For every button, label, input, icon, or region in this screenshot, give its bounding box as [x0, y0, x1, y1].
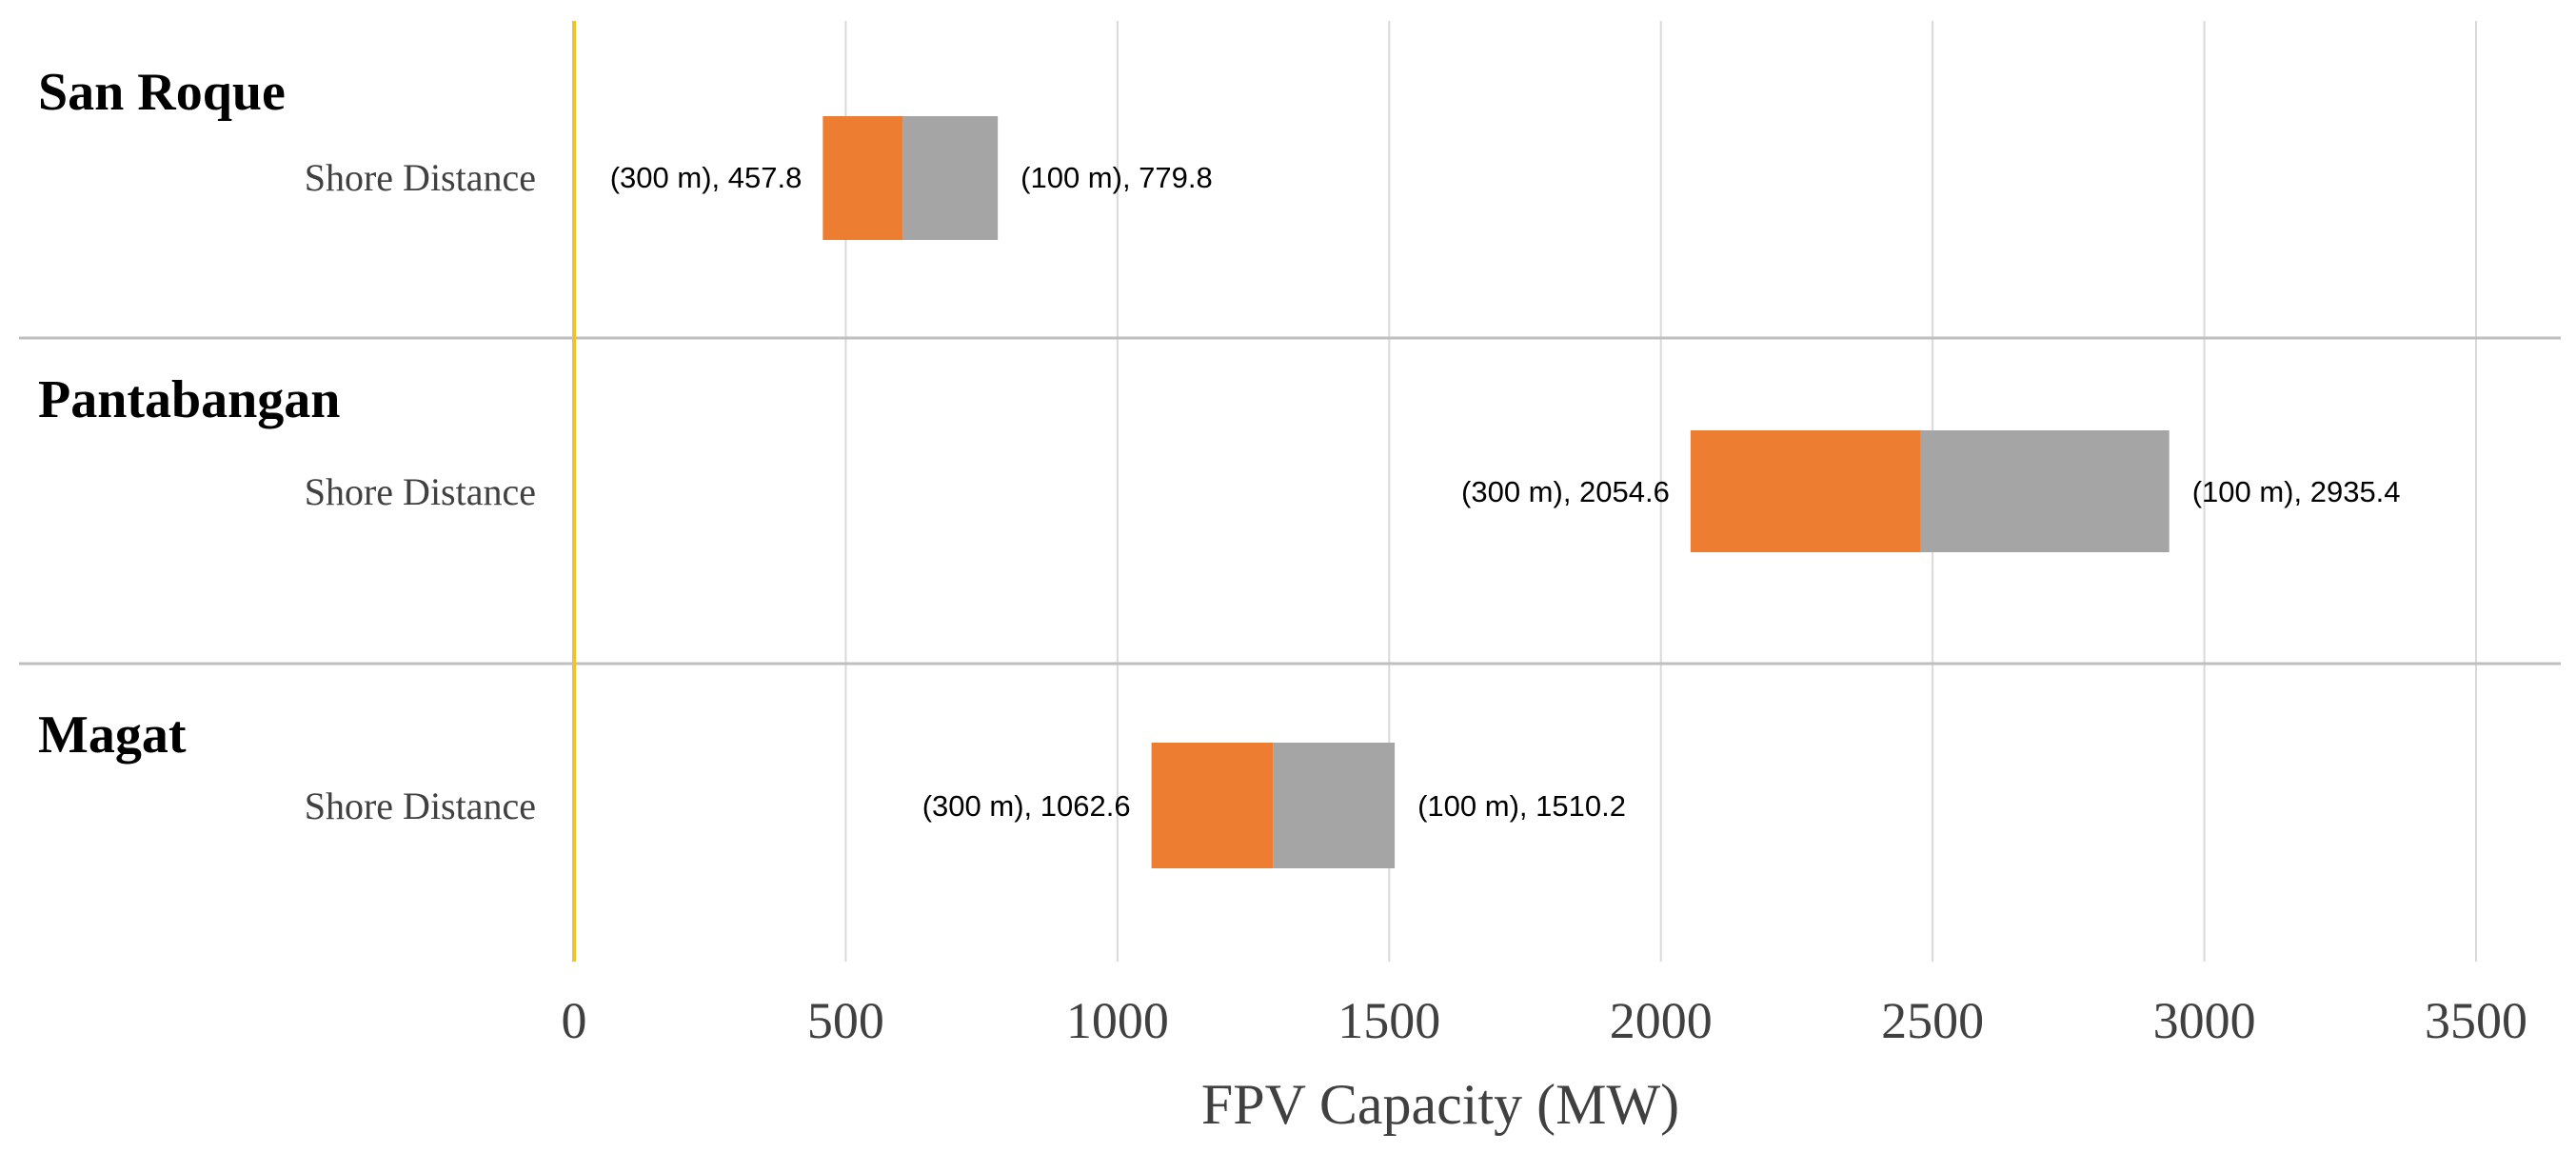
x-tick-label-500: 500	[807, 992, 884, 1049]
data-label-high-san-roque: (100 m), 779.8	[1020, 161, 1213, 194]
x-tick-label-2500: 2500	[1881, 992, 1984, 1049]
bar-low-pantabangan	[1690, 430, 1921, 552]
x-tick-label-3000: 3000	[2153, 992, 2256, 1049]
data-label-high-magat: (100 m), 1510.2	[1417, 789, 1626, 823]
bar-high-magat	[1273, 743, 1396, 868]
bar-high-san-roque	[902, 116, 999, 240]
x-axis-title: FPV Capacity (MW)	[1201, 1073, 1679, 1136]
bar-high-pantabangan	[1920, 430, 2170, 552]
group-separators	[19, 336, 2561, 666]
x-tick-label-1000: 1000	[1066, 992, 1169, 1049]
bar-low-san-roque	[822, 116, 903, 240]
x-tick-label-0: 0	[562, 992, 587, 1049]
x-axis-ticks: 0 500 1000 1500 2000 2500 3000 3500	[562, 992, 2528, 1049]
row-label-magat: Shore Distance	[305, 785, 536, 827]
x-tick-label-3500: 3500	[2425, 992, 2527, 1049]
data-label-high-pantabangan: (100 m), 2935.4	[2192, 475, 2401, 508]
bar-low-magat	[1151, 743, 1274, 868]
x-tick-label-1500: 1500	[1338, 992, 1440, 1049]
data-label-low-pantabangan: (300 m), 2054.6	[1461, 475, 1670, 508]
labels: San Roque Shore Distance (300 m), 457.8 (10…	[38, 63, 2401, 827]
row-label-pantabangan: Shore Distance	[305, 470, 536, 513]
data-label-low-san-roque: (300 m), 457.8	[610, 161, 803, 194]
x-tick-label-2000: 2000	[1610, 992, 1713, 1049]
data-label-low-magat: (300 m), 1062.6	[922, 789, 1131, 823]
bars	[822, 116, 2170, 868]
group-title-pantabangan: Pantabangan	[38, 370, 340, 429]
group-title-magat: Magat	[38, 706, 187, 765]
row-label-san-roque: Shore Distance	[305, 156, 536, 199]
group-title-san-roque: San Roque	[38, 63, 286, 122]
